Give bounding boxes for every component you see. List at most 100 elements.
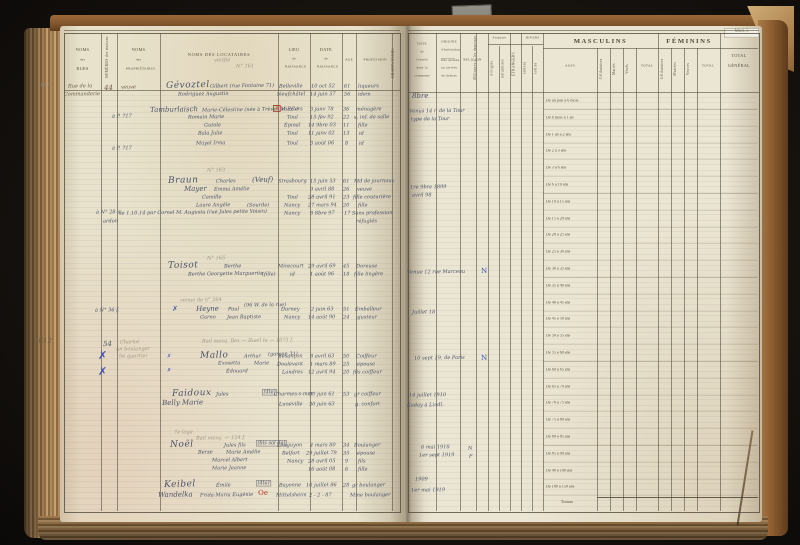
handwriting-entry: Jules fils — [223, 441, 246, 449]
handwriting-entry: type de la Tour — [410, 115, 450, 123]
handwriting-entry: Marie Jeanne — [211, 464, 247, 472]
handwriting-entry: 29 avril 69 — [307, 262, 336, 270]
left-column-divider — [356, 33, 357, 511]
col-header-lieu-3: NAISSANCE — [284, 65, 307, 69]
handwriting-entry: 20 — [342, 202, 350, 209]
right-column-divider — [697, 48, 698, 511]
handwriting-entry: Venus 14 r. de la Tour — [408, 107, 465, 115]
handwriting-entry: 22 — [342, 114, 350, 121]
right-column-divider — [658, 33, 659, 511]
col-header-proprietaires: NOMS — [131, 48, 146, 53]
handwriting-entry: 1 août 96 — [309, 270, 335, 278]
handwriting-entry: Rue de la — [67, 82, 93, 90]
col-header-fem-total: TOTAL — [701, 64, 715, 68]
handwriting-entry: 29 juillet 79 — [305, 449, 337, 457]
handwriting-entry: Mirecourt — [277, 262, 304, 270]
handwriting-entry: 24 — [342, 314, 350, 321]
handwriting-entry: Toul — [286, 140, 298, 147]
col-header-rues-2: des — [79, 58, 86, 62]
handwriting-entry: Charles — [215, 178, 236, 185]
handwriting-entry: Md de journaux — [353, 177, 395, 185]
section-header-feminins: FÉMININS — [666, 37, 712, 45]
handwriting-entry: 36 — [342, 106, 350, 113]
handwriting-entry: Marie Amélie — [225, 448, 261, 456]
handwriting-entry: Juillet 18 — [411, 308, 436, 316]
handwriting-entry: Nancy — [283, 202, 301, 209]
handwriting-entry: Toul — [286, 114, 298, 121]
handwriting-entry: à N° 28 q. — [95, 208, 123, 216]
age-row-label: De 45 à 50 ans — [546, 317, 571, 322]
age-row-label: De un jour à 6 mois — [546, 99, 579, 104]
col-header-proprietaires-3: PROPRIÉTAIRES — [126, 67, 156, 71]
handwriting-entry: 1909 — [414, 476, 428, 483]
col-header-origine-4: ou arrivés — [441, 66, 458, 70]
handwriting-entry: Rodriguez Augustin — [177, 90, 229, 98]
handwriting-entry: gr boulanger — [351, 481, 386, 489]
handwriting-entry: Édouard — [225, 367, 248, 375]
handwriting-entry: (4te) — [256, 480, 272, 487]
handwriting-entry: Charlot — [119, 339, 140, 346]
left-header-bottom-rule — [64, 90, 400, 91]
handwriting-entry: à P. 717 — [111, 113, 132, 120]
handwriting-entry: 11 janv 02 — [307, 129, 335, 137]
handwriting-entry: 8 avril 63 — [309, 352, 335, 360]
francais-group-rule — [488, 44, 521, 45]
col-header-entree: DATE — [417, 42, 427, 46]
handwriting-entry: Oe — [257, 488, 269, 497]
col-header-lieu: LIEU — [288, 48, 300, 53]
col-header-locataires: NOMS DES LOCATAIRES — [187, 53, 251, 58]
right-column-divider — [597, 48, 598, 511]
handwriting-entry: venue de n° 264 — [179, 296, 222, 304]
handwriting-entry: épouse — [356, 450, 376, 457]
handwriting-entry: Épinal — [283, 122, 301, 129]
handwriting-entry: fille couturière — [352, 193, 392, 201]
binding-gutter — [390, 26, 424, 522]
col-header-entree-4: dans la — [416, 66, 428, 70]
col-header-origine-3: Nés dedans — [441, 58, 460, 63]
handwriting-entry: Belly Marie — [161, 398, 204, 407]
col-header-date-naissance-3: NAISSANCE — [316, 65, 339, 69]
handwriting-entry: 1611 — [39, 82, 53, 89]
handwriting-entry: 16 août 08 — [307, 465, 336, 473]
handwriting-entry: Laure Angèle — [195, 201, 231, 209]
col-header-francais-naturalises: naturalisés — [501, 58, 505, 78]
group-header-francais: Français — [492, 36, 507, 40]
handwriting-entry: à P. 717 — [111, 145, 132, 152]
handwriting-entry: Darney — [280, 306, 300, 313]
right-column-divider — [610, 48, 611, 511]
handwriting-entry: fille lingère — [353, 270, 384, 278]
handwriting-entry: Wandelka — [157, 490, 193, 499]
handwriting-entry: ardon — [102, 218, 118, 225]
handwriting-entry: N — [480, 266, 488, 275]
col-header-entree-3: l'entrée — [416, 58, 428, 62]
handwriting-entry: 1 mars 89 — [309, 360, 336, 368]
handwriting-entry: (fille) — [261, 271, 276, 278]
col-header-lieu-2: de — [292, 57, 296, 61]
totaux-label: Totaux — [560, 500, 574, 505]
handwriting-entry: 8bre — [411, 91, 429, 100]
handwriting-entry: id — [289, 271, 295, 278]
handwriting-entry: Besançon — [277, 352, 303, 360]
handwriting-entry: idem — [357, 91, 371, 98]
handwriting-entry: ajusteur — [355, 313, 378, 321]
age-row-label: De 25 à 30 ans — [546, 250, 571, 255]
handwriting-entry: 6 — [344, 466, 349, 473]
col-header-entree-5: commune — [414, 74, 430, 78]
handwriting-entry: ✗ — [166, 367, 172, 374]
handwriting-entry: Gutole — [203, 122, 221, 129]
age-row-label: De 65 à 70 ans — [546, 384, 571, 389]
handwriting-entry: 18 — [342, 271, 350, 278]
right-column-divider — [684, 48, 685, 511]
handwriting-entry: fille — [357, 122, 368, 129]
col-header-proprietaires-2: des — [135, 58, 142, 62]
handwriting-entry: 26 — [342, 186, 350, 193]
handwriting-entry: Arthur — [243, 353, 262, 360]
right-column-divider — [623, 48, 624, 511]
handwriting-entry: fille — [357, 466, 368, 473]
handwriting-entry: Emma Amélie — [213, 185, 250, 193]
age-row-label: De 55 à 60 ans — [546, 351, 571, 356]
handwriting-entry: Garno — [199, 314, 216, 321]
handwriting-entry: F — [468, 453, 473, 460]
handwriting-entry: 30 juin 61 — [308, 390, 335, 398]
